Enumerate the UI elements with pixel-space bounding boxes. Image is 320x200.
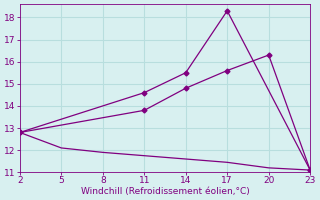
X-axis label: Windchill (Refroidissement éolien,°C): Windchill (Refroidissement éolien,°C): [81, 187, 249, 196]
